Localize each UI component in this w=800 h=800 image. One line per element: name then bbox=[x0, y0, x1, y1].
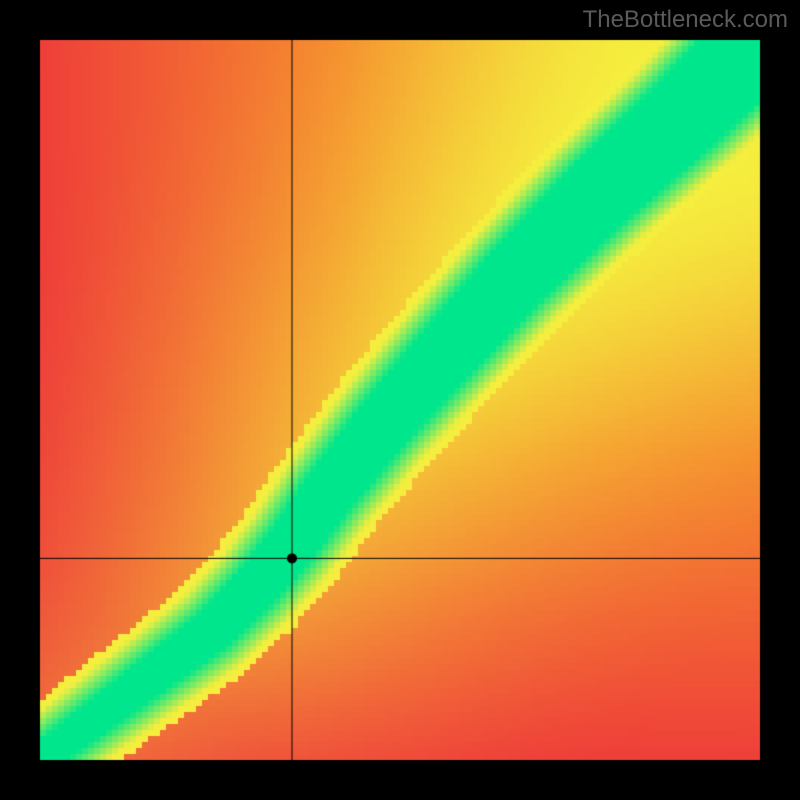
heatmap-canvas bbox=[0, 0, 800, 800]
watermark-text: TheBottleneck.com bbox=[583, 6, 788, 34]
chart-container: TheBottleneck.com bbox=[0, 0, 800, 800]
